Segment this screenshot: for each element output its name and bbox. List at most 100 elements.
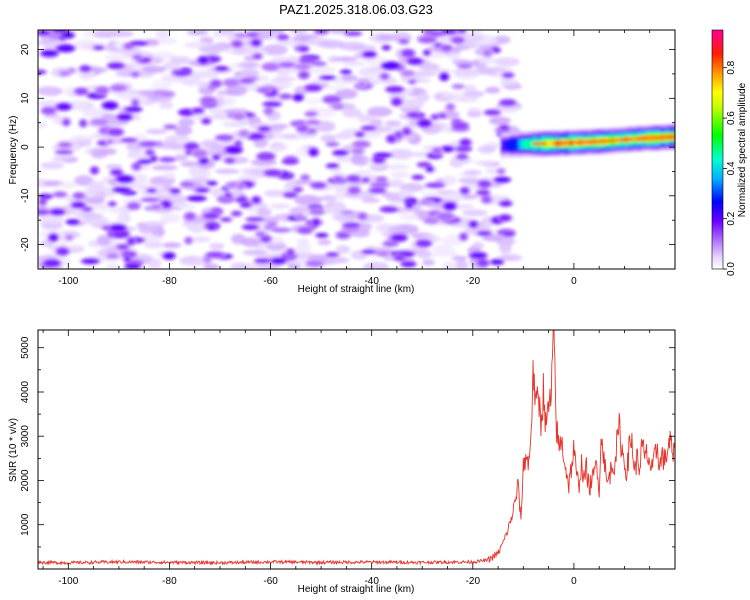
noise-blob-core xyxy=(355,132,364,137)
noise-blob xyxy=(451,96,479,103)
noise-blob-core xyxy=(200,96,216,105)
noise-blob-core xyxy=(460,139,471,147)
noise-blob xyxy=(485,86,501,94)
noise-blob-core xyxy=(412,175,424,180)
noise-blob-core xyxy=(381,61,400,70)
noise-blob-core xyxy=(108,128,123,137)
noise-blob-core xyxy=(213,154,220,160)
noise-blob-core xyxy=(470,252,487,259)
spectrogram-frame xyxy=(37,29,676,270)
noise-blob-core xyxy=(418,36,436,43)
noise-blob-core xyxy=(440,72,449,81)
noise-blob xyxy=(158,101,174,110)
noise-blob-core xyxy=(192,149,207,158)
noise-blob-core xyxy=(344,31,362,36)
noise-blob xyxy=(190,70,217,78)
noise-blob-core xyxy=(199,157,208,164)
noise-blob xyxy=(152,51,177,60)
noise-blob-core xyxy=(491,259,503,265)
noise-blob xyxy=(280,133,298,140)
noise-blob xyxy=(238,62,260,68)
signal-cell xyxy=(550,142,556,145)
noise-blob-core xyxy=(326,252,338,257)
noise-blob-core xyxy=(39,199,46,205)
noise-blob-core xyxy=(296,214,304,219)
noise-blob-core xyxy=(56,247,69,256)
noise-blob xyxy=(327,56,341,63)
noise-blob xyxy=(467,107,482,114)
noise-blob xyxy=(467,246,481,253)
noise-blob-core xyxy=(394,256,405,261)
noise-blobs-dark xyxy=(38,30,518,269)
snr-y-axis-label: SNR (10 * v/v) xyxy=(8,418,19,482)
signal-cell xyxy=(505,140,511,151)
noise-blob xyxy=(106,263,120,269)
noise-blob-core xyxy=(502,231,515,237)
noise-blob-core xyxy=(245,32,259,38)
noise-blob-core xyxy=(352,148,364,155)
noise-blob xyxy=(462,209,488,217)
noise-blob xyxy=(95,202,110,212)
noise-blob-core xyxy=(203,212,219,220)
noise-blob-core xyxy=(210,79,222,88)
noise-blob xyxy=(338,41,366,51)
noise-blob-core xyxy=(341,210,354,215)
noise-blob xyxy=(64,243,83,250)
noise-blob-core xyxy=(124,256,131,262)
spectrogram-y-ticks: -20 -10 0 10 20 xyxy=(20,44,675,270)
signal-cell xyxy=(518,139,525,150)
noise-blob xyxy=(336,245,351,254)
noise-blob-core xyxy=(326,142,339,147)
noise-blob xyxy=(335,56,358,62)
noise-blob-core xyxy=(224,192,232,199)
noise-blob xyxy=(446,52,461,60)
noise-blob xyxy=(225,85,248,96)
noise-blob xyxy=(151,79,172,91)
noise-blob xyxy=(320,195,338,202)
noise-blob xyxy=(190,236,211,243)
noise-blob-core xyxy=(441,30,457,35)
y-tick-label: -20 xyxy=(20,237,31,252)
colorbar-tick-label: 0.4 xyxy=(726,161,737,175)
noise-blob-core xyxy=(251,39,261,47)
noise-blob-core xyxy=(482,49,493,57)
noise-blob-core xyxy=(41,107,56,115)
noise-blob-core xyxy=(380,206,398,213)
noise-blob xyxy=(325,85,346,91)
noise-blob xyxy=(460,33,485,42)
noise-blob xyxy=(127,149,141,157)
noise-blob xyxy=(417,248,432,259)
noise-blob xyxy=(157,38,178,45)
noise-blob-core xyxy=(500,99,516,107)
noise-blob xyxy=(473,160,496,166)
noise-blob xyxy=(262,44,288,56)
noise-blob xyxy=(443,192,464,201)
noise-blob xyxy=(182,76,202,87)
noise-blob-core xyxy=(56,103,71,111)
noise-blob-core xyxy=(382,45,390,50)
noise-blob xyxy=(342,108,363,118)
noise-blob xyxy=(367,106,393,117)
noise-blob xyxy=(173,154,189,162)
noise-blob xyxy=(362,261,390,269)
noise-blob xyxy=(269,203,291,209)
noise-blob-core xyxy=(38,209,50,215)
noise-blob-core xyxy=(343,222,360,228)
x-tick-label: -20 xyxy=(466,576,481,587)
noise-blob xyxy=(151,164,178,171)
noise-blob-core xyxy=(298,71,309,79)
x-tick-label: -100 xyxy=(58,276,78,287)
y-tick-label: 3000 xyxy=(20,425,31,448)
noise-blob-core xyxy=(402,127,411,136)
noise-blob xyxy=(148,259,161,269)
noise-blob-core xyxy=(401,261,416,267)
noise-blob-core xyxy=(246,217,264,222)
snr-background xyxy=(38,330,675,569)
noise-blob-core xyxy=(477,231,491,236)
noise-blob-core xyxy=(113,187,131,193)
noise-blob xyxy=(388,148,414,160)
signal-hotspot xyxy=(617,138,626,142)
noise-blob-core xyxy=(277,34,289,40)
noise-blob-core xyxy=(391,234,407,242)
signal-hotspot xyxy=(600,139,609,143)
